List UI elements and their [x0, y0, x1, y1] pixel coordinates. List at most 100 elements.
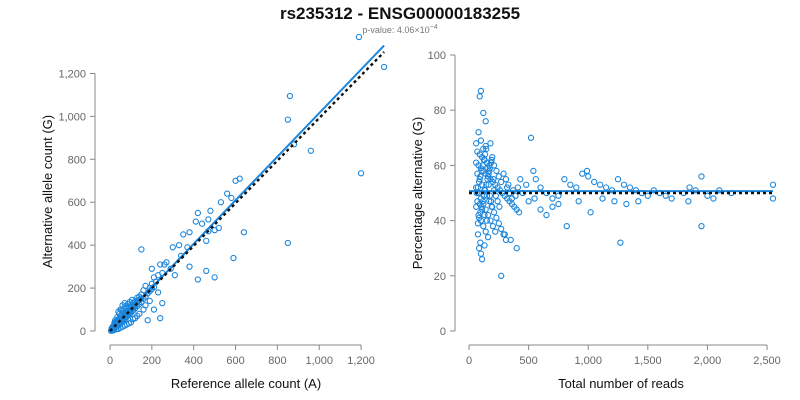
data-point [493, 214, 500, 221]
x-tick-label: 1,000 [574, 355, 602, 367]
data-point [523, 181, 530, 188]
data-point [498, 225, 505, 233]
data-point [492, 228, 499, 235]
data-point [175, 242, 183, 249]
data-point [487, 159, 495, 166]
data-point [177, 252, 185, 260]
data-point [537, 184, 544, 191]
x-tick-label: 1,000 [305, 355, 333, 367]
data-point [380, 63, 388, 71]
data-point [596, 181, 604, 188]
data-point [481, 211, 488, 219]
data-point [150, 306, 158, 313]
data-point [561, 176, 568, 183]
x-tick-label: 0 [107, 355, 113, 367]
data-point [490, 176, 497, 183]
data-point [192, 218, 199, 225]
data-point [485, 170, 492, 177]
y-tick-label: 40 [434, 216, 446, 228]
y-tick-label: 1,000 [58, 111, 86, 123]
data-point [484, 211, 492, 219]
data-point [487, 217, 494, 224]
data-point [704, 192, 711, 199]
data-point [477, 209, 484, 216]
data-point [483, 192, 491, 199]
data-point [495, 220, 502, 227]
x-tick-label: 2,000 [694, 355, 722, 367]
data-point [144, 317, 151, 324]
data-point [230, 254, 237, 262]
data-point [493, 167, 500, 175]
x-tick-label: 800 [268, 355, 286, 367]
data-point [161, 261, 168, 268]
data-point [476, 176, 483, 183]
data-point [623, 200, 630, 208]
data-point [662, 192, 669, 199]
data-point [617, 239, 624, 246]
data-point [555, 200, 562, 208]
y-axis-title: Percentage alternative (G) [410, 117, 425, 269]
data-point [215, 224, 222, 232]
data-point [494, 198, 501, 205]
data-point [240, 229, 248, 236]
data-point [484, 234, 492, 241]
data-point [186, 263, 193, 270]
data-point [473, 203, 480, 210]
data-point [194, 276, 202, 283]
data-point [477, 239, 484, 246]
data-point [488, 156, 495, 164]
data-point [478, 256, 486, 263]
scatter-panel-allele-counts: 0 200 400 600 800 1,000 1,200 0 200 400 600 800 1,00… [40, 33, 388, 391]
data-point [286, 92, 294, 100]
data-point [579, 170, 586, 177]
data-point [567, 181, 574, 188]
y-tick-label: 1,200 [58, 68, 86, 80]
data-point [484, 176, 491, 183]
y-tick-label: 60 [434, 160, 446, 172]
data-point [602, 184, 610, 191]
data-point [481, 151, 489, 158]
y-tick-label: 0 [440, 326, 446, 338]
data-point [169, 244, 176, 251]
data-point [482, 206, 489, 213]
data-point [543, 211, 550, 219]
data-point [284, 116, 291, 123]
data-point [217, 199, 225, 206]
x-axis-title: Total number of reads [558, 376, 684, 391]
x-tick-label: 600 [226, 355, 244, 367]
data-point [495, 173, 502, 180]
data-point [525, 198, 532, 205]
data-point [477, 173, 484, 180]
data-point [769, 181, 777, 188]
data-point [203, 237, 210, 245]
data-point [575, 198, 582, 205]
data-point [599, 195, 606, 202]
data-point [485, 181, 492, 188]
data-point [475, 129, 482, 136]
data-point [489, 153, 496, 161]
data-point [583, 167, 591, 175]
data-point [484, 165, 491, 172]
data-point [479, 162, 486, 169]
data-point [635, 198, 642, 205]
data-point [475, 214, 483, 221]
data-point [487, 140, 494, 147]
data-point [698, 173, 705, 180]
chart-subtitle: p-value: 4.06×10−4 [0, 24, 800, 35]
data-point [500, 170, 507, 177]
data-point [228, 194, 235, 202]
data-point [698, 222, 705, 230]
data-point [355, 33, 363, 41]
data-point [475, 245, 483, 252]
data-point [480, 109, 487, 117]
x-tick-label: 500 [519, 355, 537, 367]
data-point [498, 272, 505, 279]
data-point [644, 192, 651, 199]
data-point [537, 206, 544, 213]
data-point [508, 195, 516, 202]
data-point [136, 296, 144, 303]
data-point [148, 265, 155, 272]
data-point [710, 195, 717, 202]
data-point [482, 228, 489, 235]
y-tick-label: 800 [68, 154, 86, 166]
